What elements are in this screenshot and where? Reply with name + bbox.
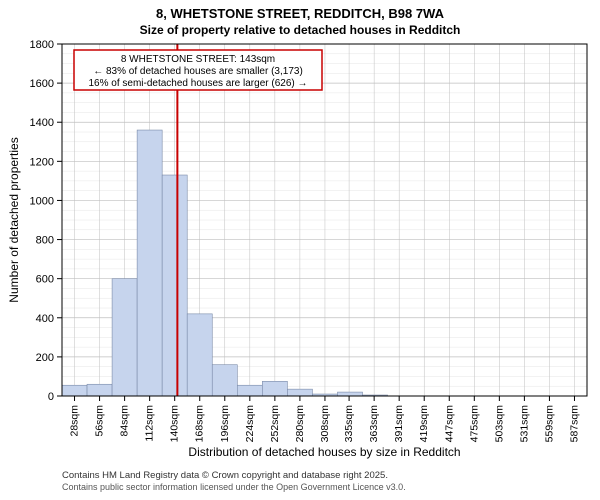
histogram-chart: 0 200 400 600 800 1000 1200 1400 1600 1800 28sqm 56… xyxy=(0,0,600,500)
histogram-bar xyxy=(87,384,112,396)
histogram-bar xyxy=(337,392,362,396)
histogram-bar xyxy=(162,175,187,396)
x-tick-label: 140sqm xyxy=(169,405,181,443)
chart-subtitle: Size of property relative to detached ho… xyxy=(140,23,461,37)
x-tick-label: 419sqm xyxy=(418,405,430,443)
x-axis-label: Distribution of detached houses by size … xyxy=(188,445,460,459)
x-tick-label: 335sqm xyxy=(343,405,355,443)
histogram-bar xyxy=(112,279,137,396)
x-tick-label: 559sqm xyxy=(543,405,555,443)
y-tick-label: 200 xyxy=(36,352,54,364)
y-tick-label: 1600 xyxy=(30,78,54,90)
annotation-line-1: 8 WHETSTONE STREET: 143sqm xyxy=(121,54,275,65)
histogram-bar xyxy=(62,385,87,396)
x-tick-label: 56sqm xyxy=(94,405,106,437)
x-tick-label: 280sqm xyxy=(294,405,306,443)
histogram-bar xyxy=(262,381,287,396)
x-tick-label: 112sqm xyxy=(144,405,156,442)
x-tick-label: 475sqm xyxy=(468,405,480,443)
source-text: Contains HM Land Registry data © Crown c… xyxy=(62,470,388,481)
x-tick-label: 363sqm xyxy=(368,405,380,443)
x-tick-label: 391sqm xyxy=(393,405,405,443)
x-tick-label: 168sqm xyxy=(194,405,206,443)
histogram-bar xyxy=(212,365,237,396)
footer-text: Contains public sector information licen… xyxy=(62,482,406,492)
chart-title: 8, WHETSTONE STREET, REDDITCH, B98 7WA xyxy=(156,6,445,21)
y-tick-label: 1200 xyxy=(30,156,54,168)
histogram-bar xyxy=(187,314,212,396)
y-axis-label: Number of detached properties xyxy=(7,137,21,302)
x-tick-label: 84sqm xyxy=(119,405,131,437)
x-tick-label: 447sqm xyxy=(443,405,455,443)
annotation-line-2: ← 83% of detached houses are smaller (3,… xyxy=(93,66,303,77)
x-tick-label: 587sqm xyxy=(568,405,580,443)
y-tick-label: 1400 xyxy=(30,117,54,129)
x-tick-label: 252sqm xyxy=(269,405,281,443)
x-tick-label: 531sqm xyxy=(518,405,530,443)
y-tick-label: 1800 xyxy=(30,39,54,51)
histogram-bar xyxy=(237,385,262,396)
x-tick-label: 503sqm xyxy=(493,405,505,443)
x-tick-label: 28sqm xyxy=(69,405,81,437)
x-tick-label: 224sqm xyxy=(244,405,256,443)
histogram-bar xyxy=(137,130,162,396)
x-tick-label: 196sqm xyxy=(219,405,231,443)
y-tick-label: 800 xyxy=(36,235,54,247)
y-tick-label: 1000 xyxy=(30,195,54,207)
x-tick-label: 308sqm xyxy=(319,405,331,443)
histogram-bar xyxy=(287,389,312,396)
chart-container: 0 200 400 600 800 1000 1200 1400 1600 1800 28sqm 56… xyxy=(0,0,600,500)
annotation-line-3: 16% of semi-detached houses are larger (… xyxy=(88,78,307,89)
y-tick-label: 0 xyxy=(48,391,54,403)
y-tick-label: 400 xyxy=(36,313,54,325)
y-tick-label: 600 xyxy=(36,274,54,286)
